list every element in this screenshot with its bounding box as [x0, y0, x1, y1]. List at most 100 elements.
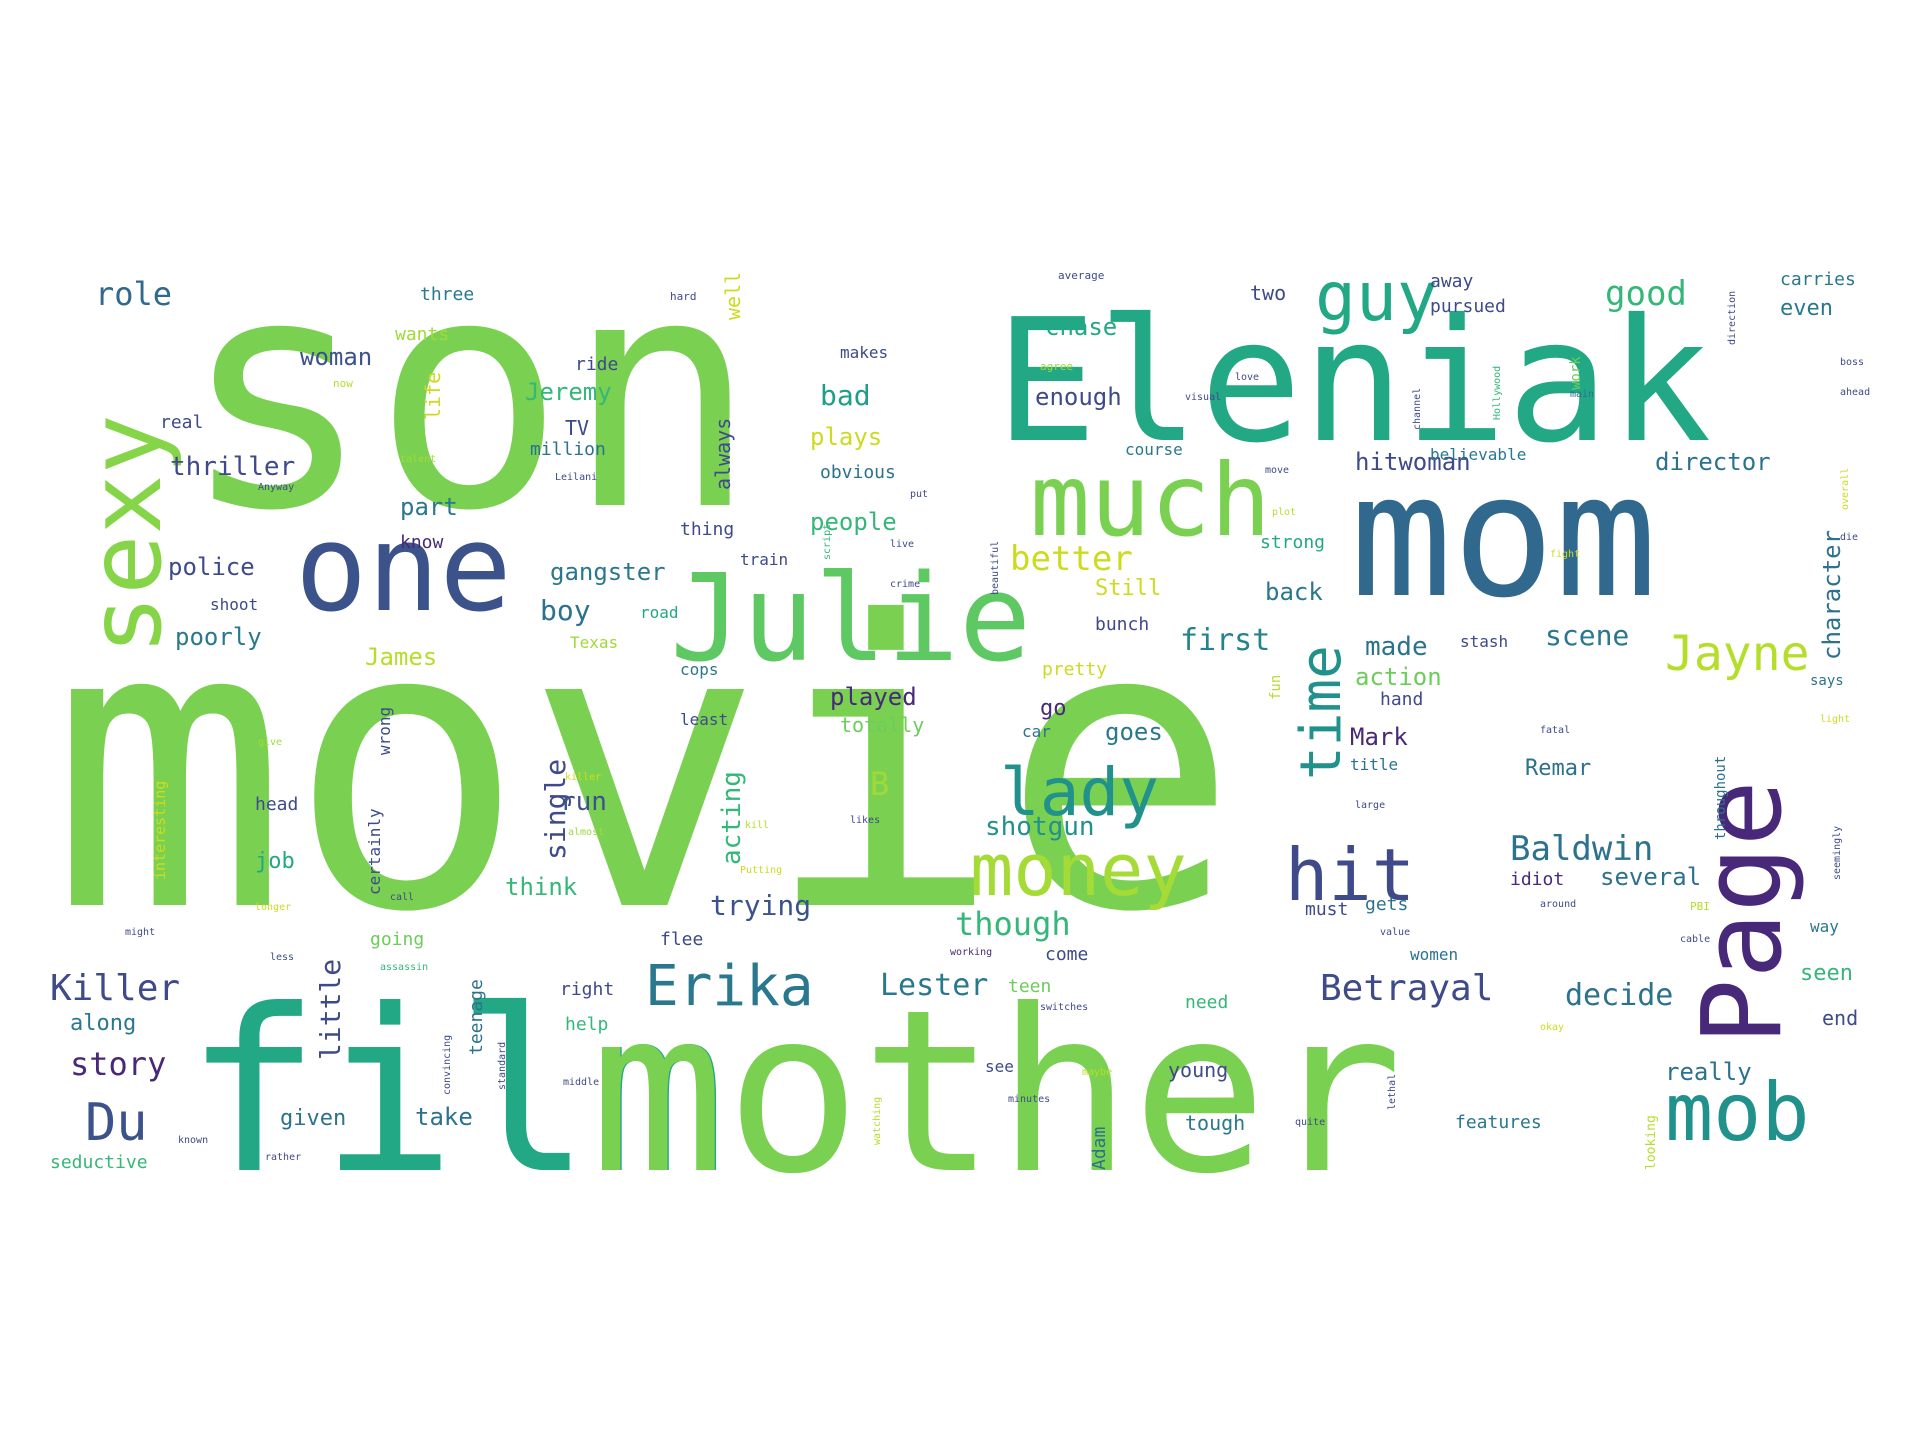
word-decide: decide — [1565, 978, 1673, 1013]
word-always: always — [711, 418, 735, 490]
word-hard: hard — [670, 290, 697, 303]
word-played: played — [830, 683, 917, 711]
word-idiot: idiot — [1510, 869, 1564, 890]
word-role: role — [95, 275, 172, 313]
word-middle: middle — [563, 1077, 599, 1088]
word-made: made — [1365, 632, 1428, 662]
word-better: better — [1010, 539, 1133, 579]
word-gets: gets — [1365, 894, 1408, 915]
word-switches: switches — [1040, 1002, 1088, 1013]
word-thing: thing — [680, 519, 734, 540]
word-assassin: assassin — [380, 962, 428, 973]
word-think: think — [505, 873, 578, 901]
word-boss: boss — [1840, 357, 1864, 368]
word-ride: ride — [575, 354, 618, 375]
word-plot: plot — [1272, 507, 1296, 518]
word-run: run — [560, 787, 607, 817]
word-believable: believable — [1430, 445, 1526, 464]
word-money: money — [970, 828, 1187, 912]
word-million: million — [530, 439, 606, 460]
word-teen: teen — [1008, 976, 1051, 997]
word-hit: hit — [1285, 833, 1415, 917]
word-lester: Lester — [880, 968, 988, 1003]
word-flee: flee — [660, 929, 703, 950]
word-value: value — [1380, 927, 1410, 938]
word-beautiful: beautiful — [990, 541, 1001, 595]
word-die: die — [1840, 532, 1858, 543]
word-gangster: gangster — [550, 558, 666, 586]
word-job: job — [255, 849, 295, 874]
word-course: course — [1125, 440, 1183, 459]
word-fun: fun — [1268, 675, 1284, 700]
word-love: love — [1235, 372, 1259, 383]
word-script: script — [822, 524, 833, 560]
word-poorly: poorly — [175, 623, 262, 651]
word-almost: almost — [568, 827, 604, 838]
word-director: director — [1655, 448, 1771, 476]
word-hitwoman: hitwoman — [1355, 448, 1471, 476]
word-mark: Mark — [1350, 723, 1408, 751]
word-acting: acting — [717, 771, 747, 865]
word-might: might — [125, 927, 155, 938]
word-come: come — [1045, 944, 1088, 965]
word-train: train — [740, 550, 788, 569]
word-likes: likes — [850, 815, 880, 826]
word-du: Du — [85, 1093, 148, 1153]
word-action: action — [1355, 663, 1442, 691]
word-mom: mom — [1350, 438, 1657, 636]
word-working: working — [950, 947, 992, 958]
word-julie: Julie — [670, 550, 1031, 689]
word-mob: mob — [1665, 1066, 1810, 1159]
word-betrayal: Betrayal — [1320, 968, 1493, 1009]
word-rather: rather — [265, 1152, 301, 1163]
word-three: three — [420, 284, 474, 305]
word-several: several — [1600, 863, 1701, 891]
word-away: away — [1430, 271, 1474, 292]
word-bunch: bunch — [1095, 614, 1149, 635]
word-plays: plays — [810, 423, 882, 451]
word-still: Still — [1095, 576, 1161, 601]
word-fight: fight — [1550, 549, 1580, 560]
word-says: says — [1810, 673, 1844, 689]
word-know: know — [400, 532, 444, 553]
word-bad: bad — [820, 379, 871, 412]
word-remar: Remar — [1525, 756, 1591, 781]
word-strong: strong — [1260, 532, 1325, 553]
word-one: one — [295, 500, 512, 639]
word-lethal: lethal — [1387, 1074, 1398, 1110]
word-wants: wants — [395, 324, 449, 345]
word-car: car — [1022, 722, 1051, 741]
word-leilani: Leilani — [555, 472, 597, 483]
word-totally: totally — [840, 713, 924, 737]
word-looking: looking — [1644, 1115, 1659, 1170]
word-main: main — [1570, 389, 1594, 400]
word-give: give — [258, 737, 282, 748]
word-average: average — [1058, 269, 1104, 282]
word-maybe: maybe — [1082, 1067, 1112, 1078]
word-minutes: minutes — [1008, 1094, 1050, 1105]
word-seen: seen — [1800, 961, 1853, 986]
word-people: people — [810, 508, 897, 536]
word-young: young — [1168, 1058, 1228, 1082]
word-end: end — [1822, 1006, 1858, 1030]
word-killer: Killer — [50, 968, 180, 1009]
word-help: help — [565, 1014, 608, 1035]
word-good: good — [1605, 274, 1687, 314]
word-goes: goes — [1105, 718, 1163, 746]
word-erika: Erika — [645, 954, 814, 1019]
word-need: need — [1185, 992, 1228, 1013]
word-women: women — [1410, 945, 1458, 964]
word-shoot: shoot — [210, 595, 258, 614]
word-really: really — [1665, 1058, 1752, 1086]
word-son: son — [180, 209, 758, 581]
word-known: known — [178, 1135, 208, 1146]
word-b: B — [870, 765, 889, 803]
word-okay: okay — [1540, 1022, 1564, 1033]
word-enough: enough — [1035, 383, 1122, 411]
word-least: least — [680, 710, 728, 729]
word-kill: kill — [745, 820, 769, 831]
word-convincing: convincing — [442, 1035, 453, 1095]
